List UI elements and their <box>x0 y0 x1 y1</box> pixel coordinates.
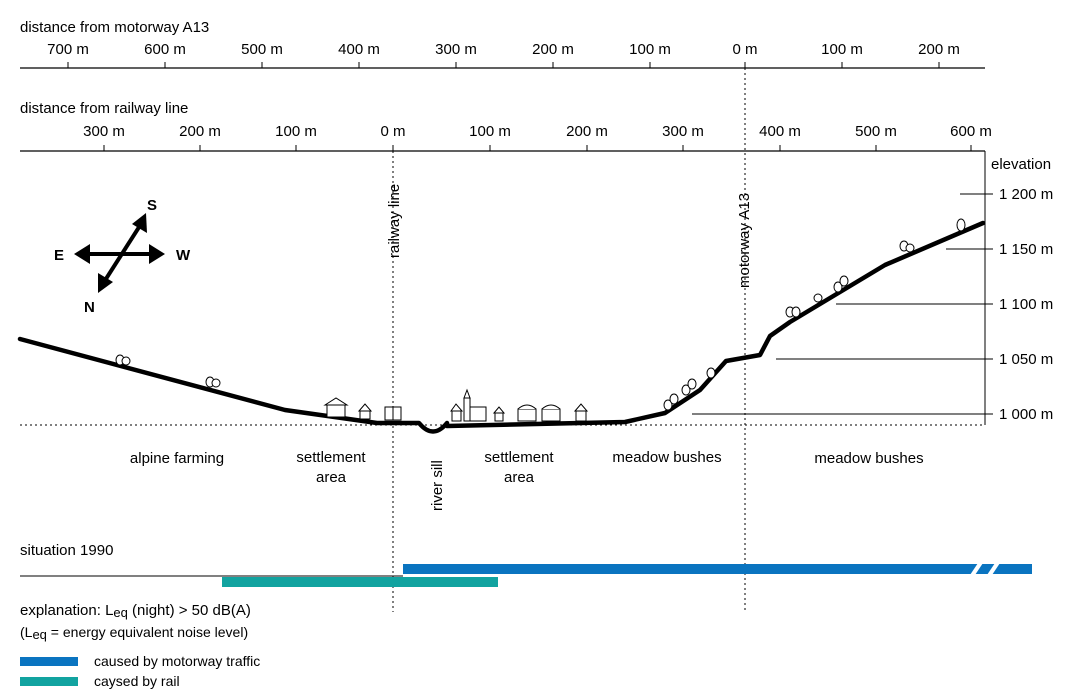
compass-east-label: E <box>54 247 64 264</box>
motorway-tick-label: 0 m <box>732 41 757 58</box>
bar-break-mark <box>970 563 983 575</box>
motorway-tick-label: 300 m <box>435 41 477 58</box>
railway-marker-label: railway line <box>386 184 403 258</box>
zone-settlement-left-area: area <box>316 469 347 486</box>
zone-meadow-bushes-2: meadow bushes <box>814 450 923 467</box>
rail-tick-label: 200 m <box>179 123 221 140</box>
bar-break-mark <box>987 563 1000 575</box>
rail-tick-label: 100 m <box>275 123 317 140</box>
zone-river-sill: river sill <box>429 460 446 511</box>
compass-west-label: W <box>176 247 191 264</box>
compass <box>74 213 165 293</box>
rail-tick-label: 0 m <box>380 123 405 140</box>
rail-tick-label: 300 m <box>662 123 704 140</box>
elevation-tick-label: 1 100 m <box>999 296 1053 313</box>
elevation-tick-label: 1 150 m <box>999 241 1053 258</box>
elevation-tick-label: 1 000 m <box>999 406 1053 423</box>
motorway-tick-label: 600 m <box>144 41 186 58</box>
zone-alpine-farming: alpine farming <box>130 450 224 467</box>
motorway-tick-label: 100 m <box>629 41 671 58</box>
building-icons <box>323 388 589 422</box>
explanation-line-1: explanation: Leq (night) > 50 dB(A) <box>20 602 251 620</box>
rail-axis-title: distance from railway line <box>20 100 188 117</box>
motorway-tick-label: 100 m <box>821 41 863 58</box>
legend-rail-swatch <box>20 677 78 686</box>
motorway-tick-label: 400 m <box>338 41 380 58</box>
terrain-profile <box>17 220 986 434</box>
situation-label: situation 1990 <box>20 542 113 559</box>
motorway-axis-ticks <box>67 62 940 68</box>
motorway-axis-title: distance from motorway A13 <box>20 19 209 36</box>
zone-settlement-right: settlement <box>484 449 554 466</box>
rail-tick-label: 400 m <box>759 123 801 140</box>
elevation-title: elevation <box>991 156 1051 173</box>
rail-noise-bar <box>222 577 498 587</box>
rail-tick-label: 200 m <box>566 123 608 140</box>
motorway-tick-label: 200 m <box>918 41 960 58</box>
rail-tick-label: 100 m <box>469 123 511 140</box>
motorway-marker-label: motorway A13 <box>736 193 753 288</box>
elevation-tick-label: 1 200 m <box>999 186 1053 203</box>
explanation-line-2: (Leq = energy equivalent noise level) <box>20 624 248 642</box>
motorway-noise-bar <box>403 564 1032 574</box>
legend-motorway-label: caused by motorway traffic <box>94 653 260 669</box>
motorway-tick-label: 700 m <box>47 41 89 58</box>
rail-tick-label: 300 m <box>83 123 125 140</box>
rail-axis-ticks <box>103 145 972 151</box>
rail-tick-label: 600 m <box>950 123 992 140</box>
compass-south-label: S <box>147 197 157 214</box>
zone-settlement-right-area: area <box>504 469 535 486</box>
motorway-tick-label: 500 m <box>241 41 283 58</box>
zone-meadow-bushes-1: meadow bushes <box>612 449 721 466</box>
rail-tick-label: 500 m <box>855 123 897 140</box>
zone-settlement-left: settlement <box>296 449 366 466</box>
legend-motorway-swatch <box>20 657 78 666</box>
legend-rail-label: caysed by rail <box>94 673 180 689</box>
compass-north-label: N <box>84 299 95 316</box>
elevation-tick-label: 1 050 m <box>999 351 1053 368</box>
motorway-tick-label: 200 m <box>532 41 574 58</box>
tree-icons <box>115 218 966 411</box>
